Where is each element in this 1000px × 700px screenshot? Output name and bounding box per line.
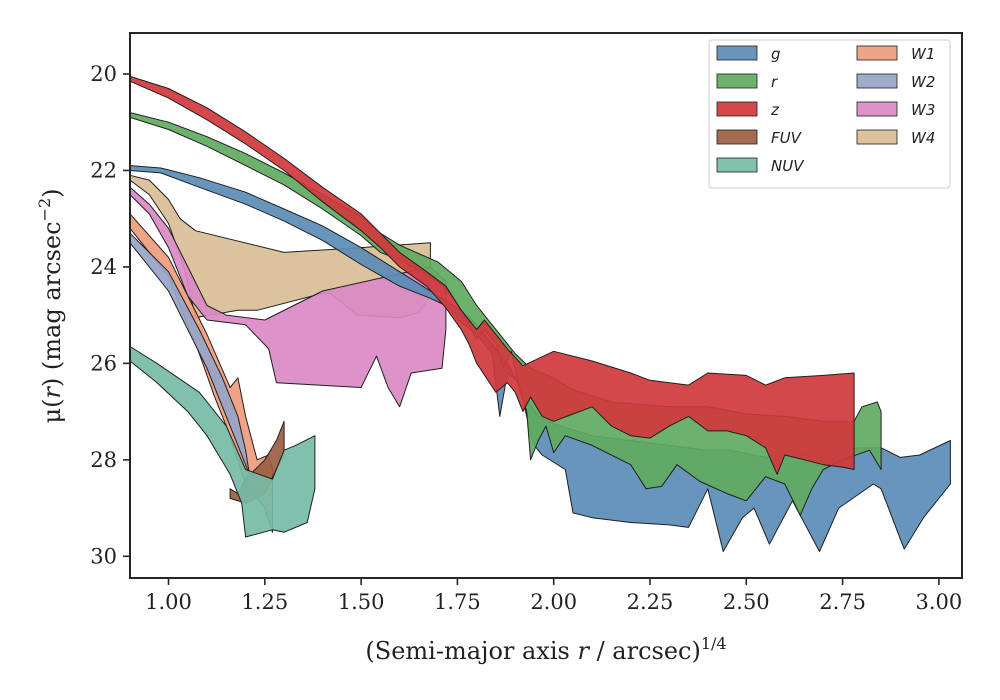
y-axis-label: μ(r) (mag arcsec−2)	[35, 188, 66, 423]
x-tick-label: 1.75	[434, 590, 481, 614]
legend-swatch-g	[716, 45, 758, 61]
legend-label-FUV: FUV	[771, 129, 803, 147]
legend-label-W1: W1	[911, 45, 935, 63]
x-tick-label: 1.25	[241, 590, 288, 614]
x-tick-label: 3.00	[916, 590, 963, 614]
legend-swatch-W1	[856, 45, 898, 61]
y-axis-ticks: 20 22 24 26 28 30	[90, 62, 130, 568]
legend-label-W2: W2	[911, 73, 935, 91]
x-axis-label: (Semi-major axis r / arcsec)1/4	[365, 634, 726, 665]
profile-bands	[129, 75, 951, 552]
legend-swatch-FUV	[716, 129, 758, 145]
y-tick-label: 30	[90, 544, 117, 568]
y-tick-label: 28	[90, 448, 117, 472]
band-NUV	[129, 346, 316, 538]
legend-label-g: g	[771, 45, 781, 63]
x-tick-label: 2.25	[627, 590, 674, 614]
y-tick-label: 20	[90, 62, 117, 86]
x-tick-label: 2.50	[723, 590, 770, 614]
legend-swatch-r	[716, 73, 758, 89]
plot-frame	[129, 32, 963, 579]
legend-label-W3: W3	[911, 101, 935, 119]
band-W3	[129, 186, 447, 408]
band-z	[129, 75, 855, 475]
legend-swatch-W2	[856, 73, 898, 89]
x-tick-label: 1.00	[145, 590, 192, 614]
y-tick-label: 26	[90, 351, 117, 375]
x-tick-label: 2.75	[819, 590, 866, 614]
legend-swatch-z	[716, 101, 758, 117]
x-axis-ticks: 1.00 1.25 1.50 1.75 2.00 2.25 2.50 2.75 3.00	[145, 578, 962, 614]
legend-swatch-W3	[856, 101, 898, 117]
legend-label-W4: W4	[911, 129, 935, 147]
legend-label-r: r	[771, 73, 778, 91]
legend-label-z: z	[770, 101, 780, 119]
y-tick-label: 22	[90, 158, 117, 182]
x-tick-label: 2.00	[530, 590, 577, 614]
x-tick-label: 1.50	[338, 590, 385, 614]
legend: grz FUV NUV W1 W2 W3 W4	[708, 39, 951, 189]
legend-label-NUV: NUV	[771, 157, 805, 175]
legend-swatch-W4	[856, 129, 898, 145]
y-tick-label: 24	[90, 255, 117, 279]
legend-swatch-NUV	[716, 157, 758, 173]
